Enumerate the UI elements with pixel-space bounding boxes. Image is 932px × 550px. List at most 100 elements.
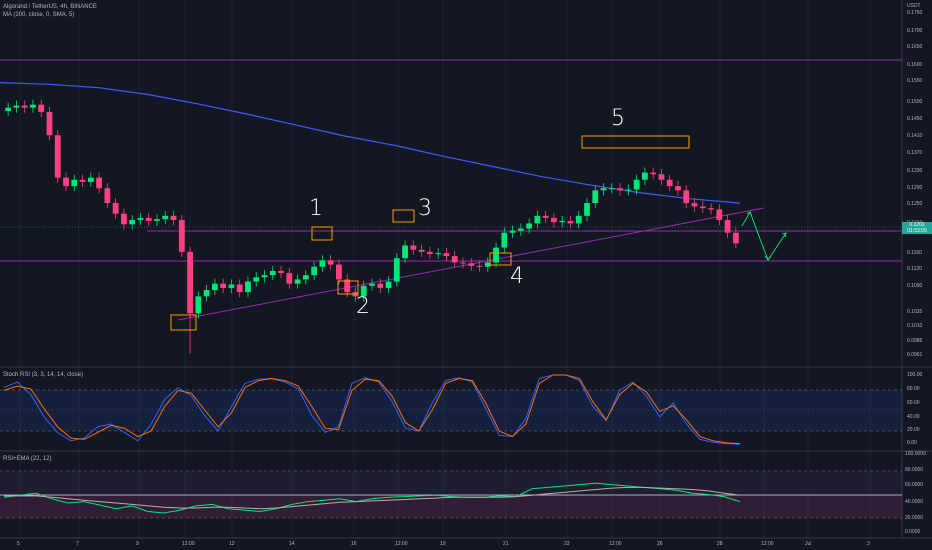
candle-body [195, 296, 202, 314]
candle-body [87, 177, 94, 182]
candle-body [584, 203, 590, 216]
candle-body [559, 220, 566, 223]
candle-body [137, 217, 144, 221]
candle-body [493, 247, 499, 263]
price-tick-label: 0.1450 [907, 116, 923, 122]
wave-box-1 [311, 226, 333, 241]
arrow-head-up-2 [781, 232, 787, 238]
candle-body [476, 265, 483, 267]
rsi-tick-label: 20.0000 [905, 515, 924, 521]
ma-200-line [0, 82, 741, 204]
candle-body [426, 251, 433, 254]
price-tick-label: 0.1330 [907, 168, 923, 174]
candle-body [187, 251, 193, 314]
stoch-band [0, 390, 902, 431]
candle-body [71, 179, 78, 187]
candle-body [236, 284, 243, 293]
time-tick-label: 9 [136, 541, 139, 547]
wave-label-4: 4 [510, 264, 524, 289]
time-tick-label: 12:00 [182, 541, 195, 547]
price-tick-label: 0.1600 [907, 62, 923, 68]
candle-body [377, 283, 384, 288]
wave-label-1: 1 [309, 196, 323, 221]
price-tick-label: 0.1290 [907, 185, 923, 191]
stoch-d-line [3, 374, 741, 445]
candle-body [46, 111, 53, 136]
time-tick-label: 19 [440, 541, 446, 547]
candle-body [699, 206, 706, 209]
time-tick-label: 14 [289, 541, 295, 547]
wave-box-3 [392, 209, 415, 223]
candle-body [393, 258, 400, 282]
arrow-head-down [764, 255, 772, 261]
candle-body [600, 188, 607, 191]
wave-box-4 [489, 252, 512, 266]
candle-body [551, 217, 557, 223]
candle-body [178, 220, 185, 252]
candle-body [534, 215, 541, 224]
quote-currency-label: USDT [907, 3, 921, 9]
time-tick-label: 12:00 [609, 541, 622, 547]
candle-body [211, 283, 218, 291]
candle-body [319, 260, 326, 267]
candle-body [435, 253, 442, 255]
symbol-title[interactable]: Algorand / TetherUS, 4h, BINANCE [3, 4, 97, 10]
candle-body [369, 283, 375, 286]
rsi-lower-band [0, 495, 902, 518]
candle-body [203, 290, 210, 297]
candle-body [129, 220, 136, 225]
price-tick-label: 0.1150 [907, 250, 922, 256]
candle-body [170, 215, 177, 221]
candle-body [691, 203, 698, 207]
candle-body [542, 215, 549, 218]
time-tick-label: 26 [657, 541, 663, 547]
rsi-tick-label: 0.0000 [905, 529, 921, 535]
stoch-rsi-title[interactable]: Stoch RSI (3, 3, 14, 14, close) [3, 372, 84, 378]
candle-body [162, 215, 169, 220]
ma-indicator-title[interactable]: MA (200, close, 0, SMA, 5) [3, 12, 75, 18]
price-tick-label: 0.1120 [907, 266, 922, 272]
candle-body [278, 270, 284, 274]
candle-body [21, 105, 28, 108]
rsi-ema-line [4, 486, 741, 510]
candle-body [683, 190, 690, 204]
rsi-tick-label: 40.0000 [905, 499, 924, 505]
candle-body [443, 253, 450, 257]
price-tick-label: 0.1750 [907, 10, 923, 16]
candle-body [402, 245, 408, 259]
rsi-tick-label: 60.0000 [905, 482, 924, 488]
price-tick-label: 0.0985 [907, 338, 923, 344]
candle-body [658, 174, 665, 180]
candle-body [642, 172, 648, 180]
time-tick-label: Jul [805, 541, 812, 547]
candle-body [633, 179, 640, 190]
stoch-tick-label: 0.00 [907, 440, 917, 446]
candle-body [608, 188, 615, 190]
wave-box-bottom [170, 314, 197, 331]
candle-body [360, 285, 367, 297]
rsi-tick-label: 100.0000 [905, 451, 926, 457]
candle-body [666, 179, 673, 187]
candle-body [344, 279, 351, 293]
candle-body [145, 217, 152, 221]
last-price-value: 0.1202 [909, 222, 925, 228]
candle-body [154, 219, 160, 221]
time-tick-label: 12:00 [395, 541, 408, 547]
candle-body [509, 230, 516, 233]
candle-body [261, 275, 268, 278]
rsi-title[interactable]: RSI+EMA (22, 12) [3, 456, 52, 462]
countdown-value: 01:53:09 [907, 228, 927, 234]
time-tick-label: 28 [717, 541, 723, 547]
candle-body [451, 256, 458, 263]
price-tick-label: 0.1370 [907, 150, 923, 156]
candle-body [468, 263, 475, 266]
candle-body [650, 172, 657, 175]
candle-body [121, 213, 127, 225]
rsi-tick-label: 80.0000 [905, 467, 924, 473]
candle-body [13, 105, 20, 108]
stoch-tick-label: 40.00 [907, 414, 920, 420]
wave-box-5 [581, 135, 690, 149]
candle-body [336, 264, 342, 280]
candle-body [617, 188, 623, 191]
